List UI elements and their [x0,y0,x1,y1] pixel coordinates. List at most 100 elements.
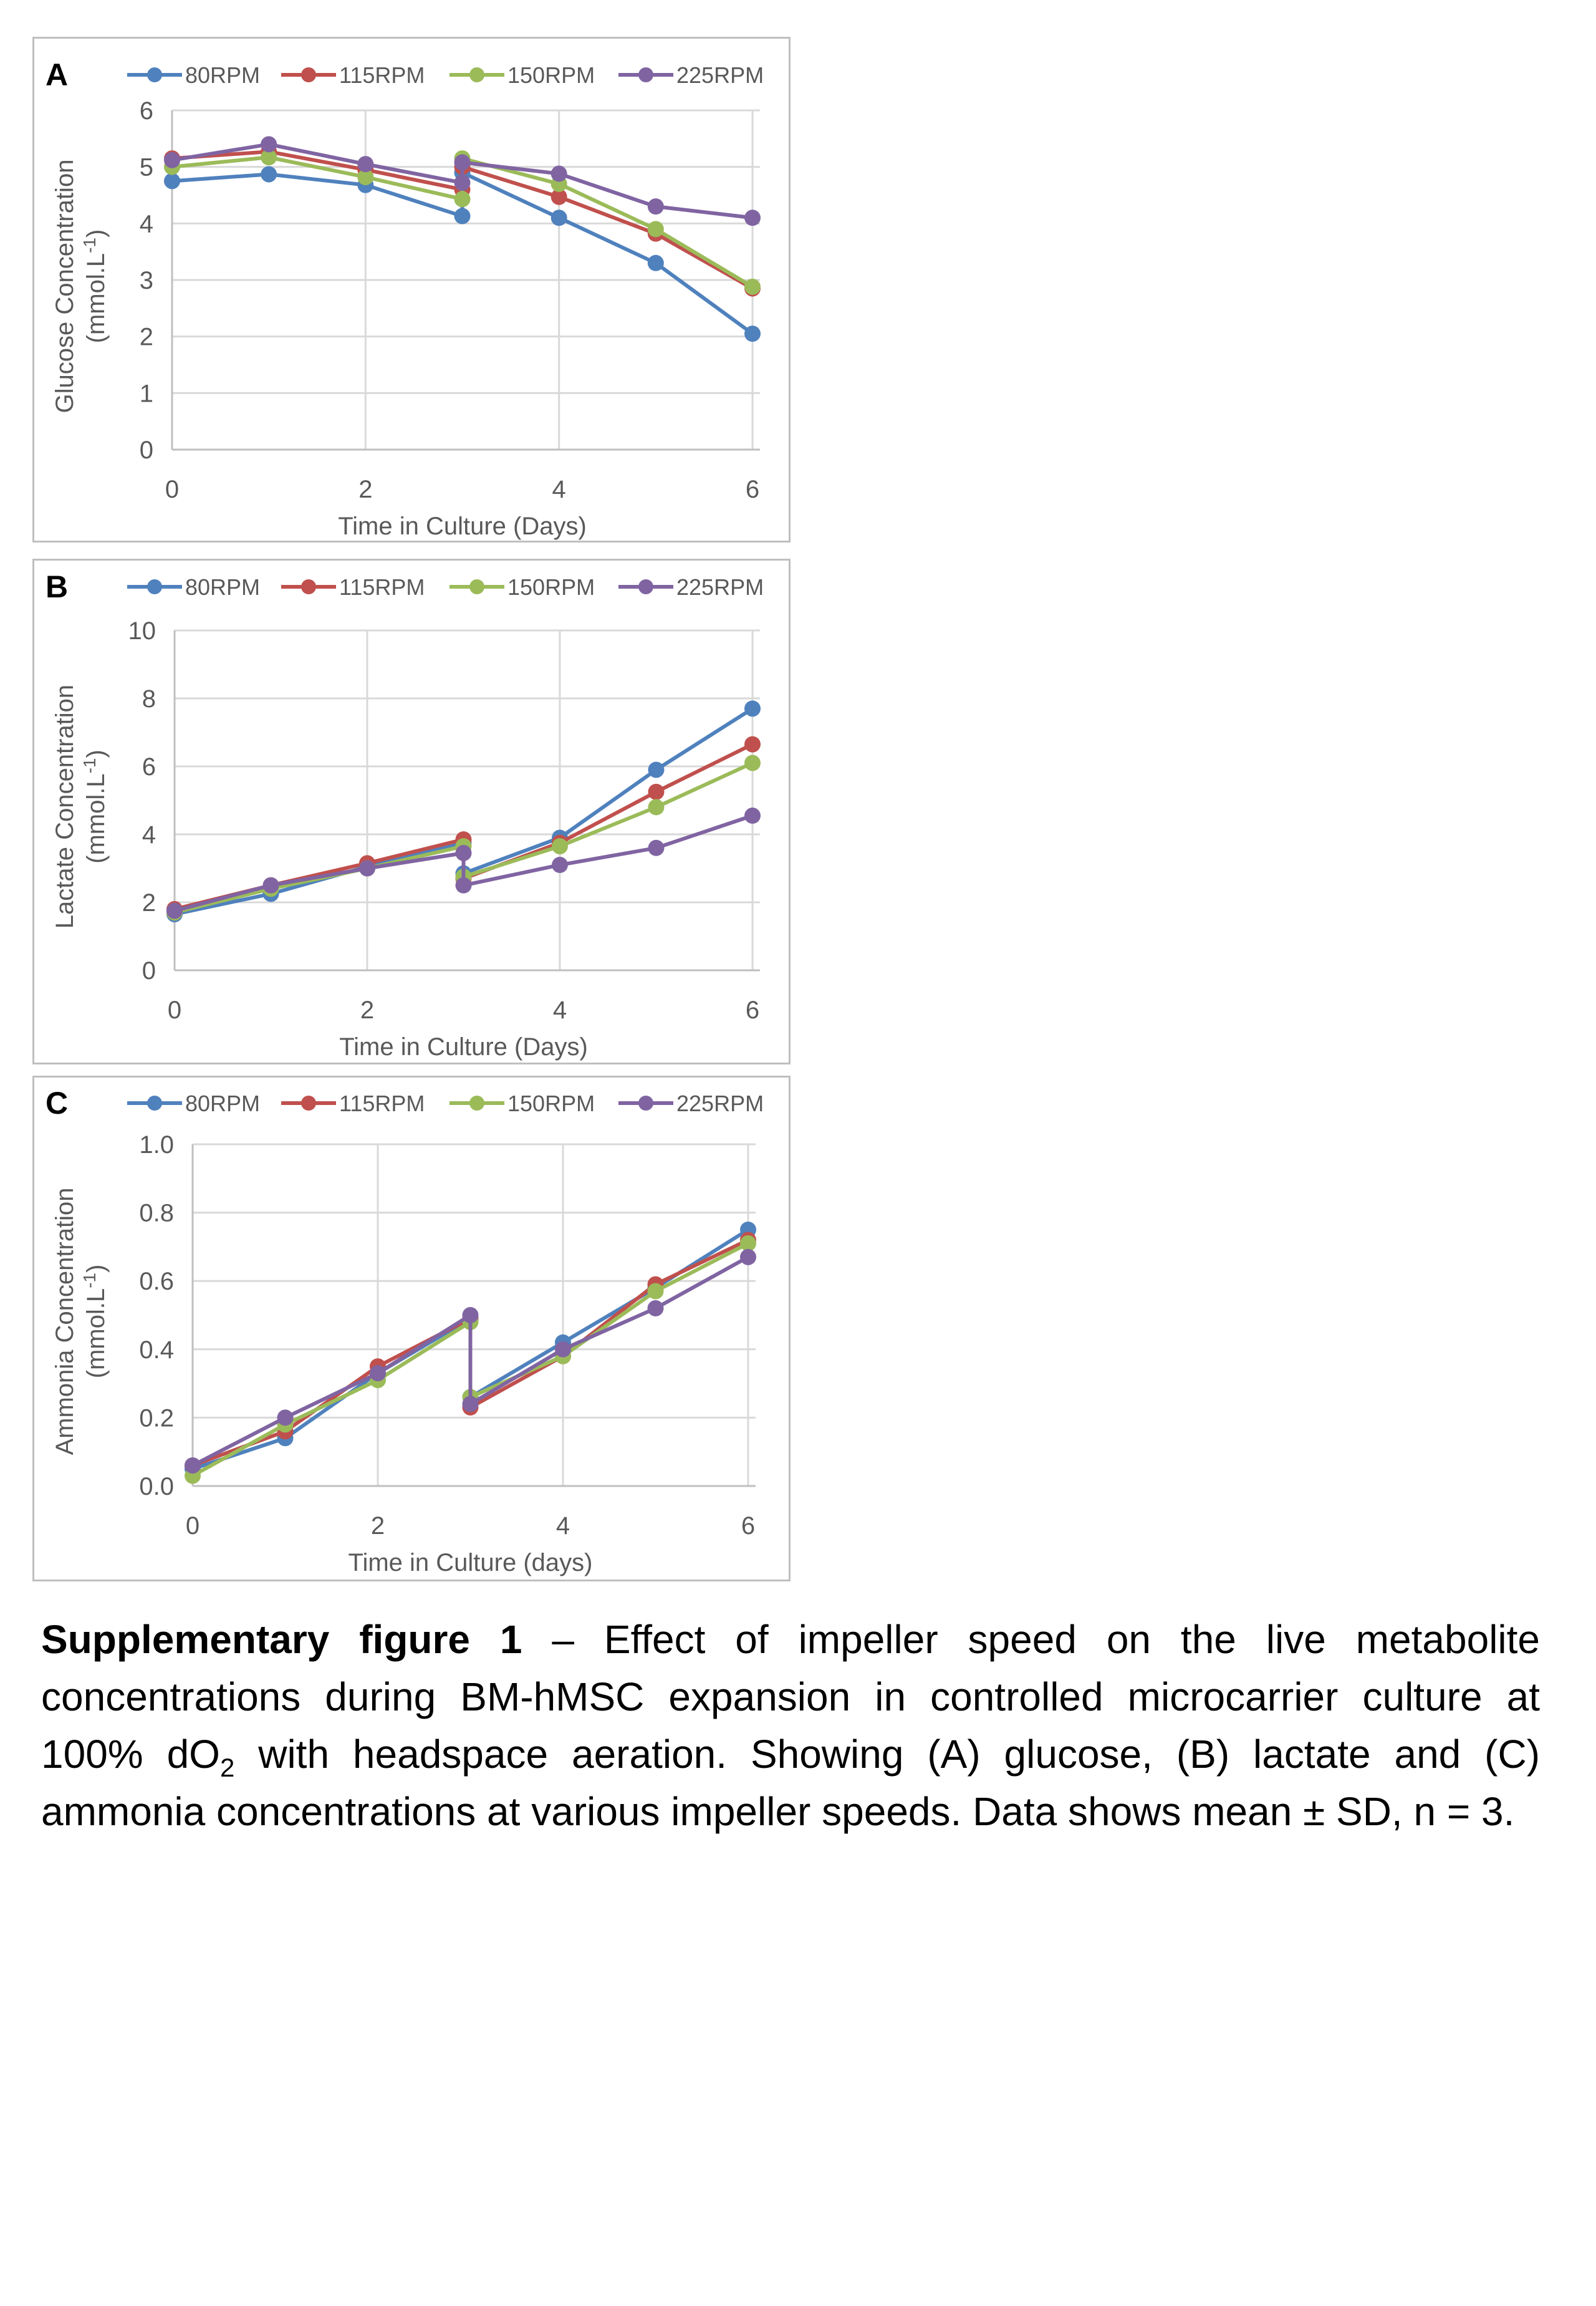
legend-label: 150RPM [507,574,595,600]
data-point [647,254,664,271]
x-tick-label: 6 [746,476,759,503]
series-line [191,1255,749,1467]
y-tick-label: 0 [142,957,156,985]
x-tick-label: 6 [746,996,759,1024]
y-tick-label: 0.4 [139,1336,174,1364]
legend-marker [301,67,316,82]
x-tick-label: 0 [168,996,181,1024]
data-point [277,1409,294,1426]
y-axis-title: Lactate Concentration [51,685,79,929]
legend-label: 225RPM [676,62,764,88]
y-axis-units-text: ) [82,1265,110,1273]
glucose-chart-panel: 0 1 2 3 4 5 6 0 2 4 6 Time in Culture (Days) Glucose… [32,37,791,543]
legend-label: 115RPM [339,574,425,600]
series-225rpm [166,808,761,919]
y-tick-label: 0.8 [139,1200,174,1227]
legend-item-150rpm: 150RPM [449,62,595,88]
data-point [454,208,471,224]
legend-marker [147,579,162,594]
data-point [164,152,180,168]
y-tick-label: 4 [142,821,156,849]
ammonia-chart: 0.0 0.2 0.4 0.6 0.8 1.0 0 2 4 6 Time in Culture (d… [46,1086,764,1576]
panel-label: C [46,1086,68,1121]
legend-marker [147,67,162,82]
legend-marker [301,579,316,594]
data-point [370,1365,386,1382]
data-point [454,191,471,208]
legend-marker [638,1096,653,1111]
data-point [552,857,568,874]
data-point [744,278,761,295]
y-tick-label: 6 [140,97,153,125]
data-point [740,1235,756,1252]
y-axis-units-text: (mmol.L [82,253,110,343]
data-point [164,173,180,190]
data-point [648,839,665,856]
legend-item-115rpm: 115RPM [281,574,425,600]
y-tick-label: 0.2 [139,1404,174,1432]
data-point [744,808,761,824]
legend-item-115rpm: 115RPM [281,62,425,88]
data-point [552,838,568,855]
y-axis-units-text: (mmol.L [82,773,110,863]
series-line [171,142,753,220]
legend-marker [469,579,484,594]
data-point [744,700,761,717]
data-point [454,154,471,171]
data-point [740,1248,756,1265]
legend-marker [147,1096,162,1111]
y-axis-units-superscript: -1 [80,238,99,253]
legend-item-150rpm: 150RPM [449,1091,595,1116]
x-tick-label: 0 [165,476,179,503]
y-axis-title: Ammonia Concentration [51,1187,79,1455]
legend-label: 115RPM [339,62,425,88]
data-point [166,902,183,919]
y-axis-units: (mmol.L-1) [80,750,110,864]
y-tick-label: 10 [128,617,156,645]
y-axis-units-text: ) [82,229,110,238]
y-axis-units: (mmol.L-1) [80,229,110,344]
y-tick-label: 4 [140,210,153,238]
data-point [357,168,374,185]
data-point [550,210,567,226]
legend-label: 225RPM [676,1091,764,1116]
legend-label: 80RPM [185,62,260,88]
legend-marker [638,579,653,594]
y-tick-label: 0.6 [139,1268,174,1295]
y-tick-label: 3 [140,267,153,294]
y-tick-label: 0 [140,437,153,464]
data-point [648,783,665,800]
panel-label: B [46,569,68,604]
y-axis-title: Glucose Concentration [51,160,79,413]
caption-text-end: with headspace aeration. Showing (A) glu… [41,1732,1541,1834]
series-225rpm [185,1248,756,1474]
data-point [455,844,472,861]
glucose-chart: 0 1 2 3 4 5 6 0 2 4 6 Time in Culture (Days) Glucose… [46,57,764,540]
data-point [261,136,277,153]
data-point [647,1283,664,1300]
data-point [647,1300,664,1317]
caption-title: Supplementary figure 1 [41,1617,522,1662]
legend-item-225rpm: 225RPM [618,1091,764,1116]
legend-label: 150RPM [507,1091,595,1116]
x-tick-label: 2 [360,996,374,1024]
y-tick-label: 2 [142,889,156,917]
x-tick-label: 4 [552,476,566,503]
caption-text: – Effect of impeller speed on the live m… [41,1617,1541,1777]
data-point [648,761,665,778]
legend-label: 80RPM [185,1091,260,1116]
data-point [550,165,567,182]
caption-subscript: 2 [219,1752,235,1782]
legend-marker [301,1096,316,1111]
x-tick-label: 2 [371,1512,385,1540]
data-point [648,799,665,816]
legend-item-150rpm: 150RPM [449,574,595,600]
data-point [462,1396,479,1412]
data-point [647,221,664,238]
figure-caption: Supplementary figure 1 – Effect of impel… [41,1611,1540,1840]
data-point [744,210,761,226]
legend-label: 80RPM [185,574,260,600]
data-point [462,1307,479,1323]
legend-item-80rpm: 80RPM [127,1091,260,1116]
x-axis-title: Time in Culture (days) [349,1549,593,1576]
